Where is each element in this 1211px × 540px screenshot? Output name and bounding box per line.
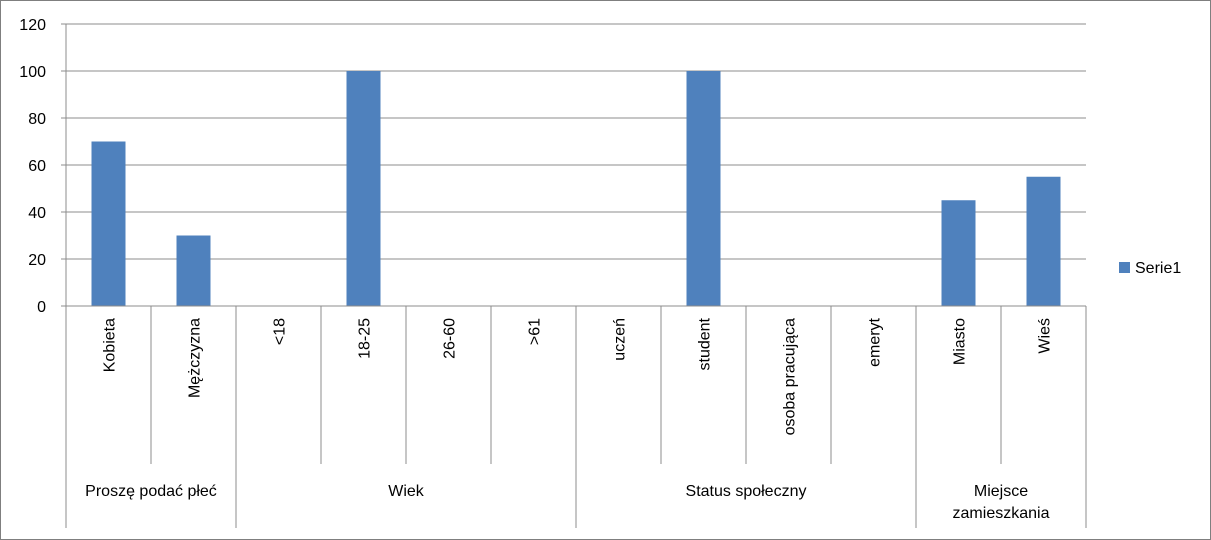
y-tick-label: 120 — [19, 17, 46, 34]
y-tick-label: 20 — [28, 252, 46, 269]
legend-label: Serie1 — [1135, 260, 1181, 277]
bar — [1026, 176, 1061, 306]
category-label: student — [697, 317, 714, 370]
category-label: Miasto — [952, 318, 969, 365]
y-tick-label: 60 — [28, 158, 46, 175]
group-labels: Proszę podać płeć Wiek Status społeczny Mie… — [85, 483, 1049, 522]
category-label: <18 — [272, 318, 289, 345]
axes — [61, 23, 1087, 528]
group-label: Wiek — [388, 483, 425, 500]
bar — [346, 71, 381, 306]
category-label: Mężczyzna — [187, 318, 204, 398]
category-label: emeryt — [867, 317, 884, 366]
category-label: 26-60 — [442, 318, 459, 359]
bar — [686, 71, 721, 306]
category-label: Wieś — [1037, 318, 1054, 354]
legend: Serie1 — [1119, 260, 1181, 277]
category-label: osoba pracująca — [782, 318, 799, 436]
y-tick-label: 100 — [19, 64, 46, 81]
legend-swatch — [1119, 262, 1130, 273]
y-tick-label: 0 — [37, 299, 46, 316]
bars — [91, 71, 1061, 306]
bar — [941, 200, 976, 306]
bar — [176, 235, 211, 306]
x-tick-labels: Kobieta Mężczyzna <18 18-25 26-60 >61 uczeń stu… — [102, 317, 1054, 435]
bar — [91, 141, 126, 306]
category-label: >61 — [527, 318, 544, 345]
gridlines — [66, 23, 1086, 260]
group-label: Status społeczny — [686, 483, 807, 500]
group-label: Miejsce zamieszkania — [953, 483, 1050, 522]
category-label: 18-25 — [357, 318, 374, 359]
group-label: Proszę podać płeć — [85, 483, 217, 500]
y-tick-labels: 0 20 40 60 80 100 120 — [19, 17, 46, 316]
category-label: uczeń — [612, 318, 629, 361]
y-tick-label: 80 — [28, 111, 46, 128]
y-tick-label: 40 — [28, 205, 46, 222]
category-label: Kobieta — [102, 318, 119, 372]
